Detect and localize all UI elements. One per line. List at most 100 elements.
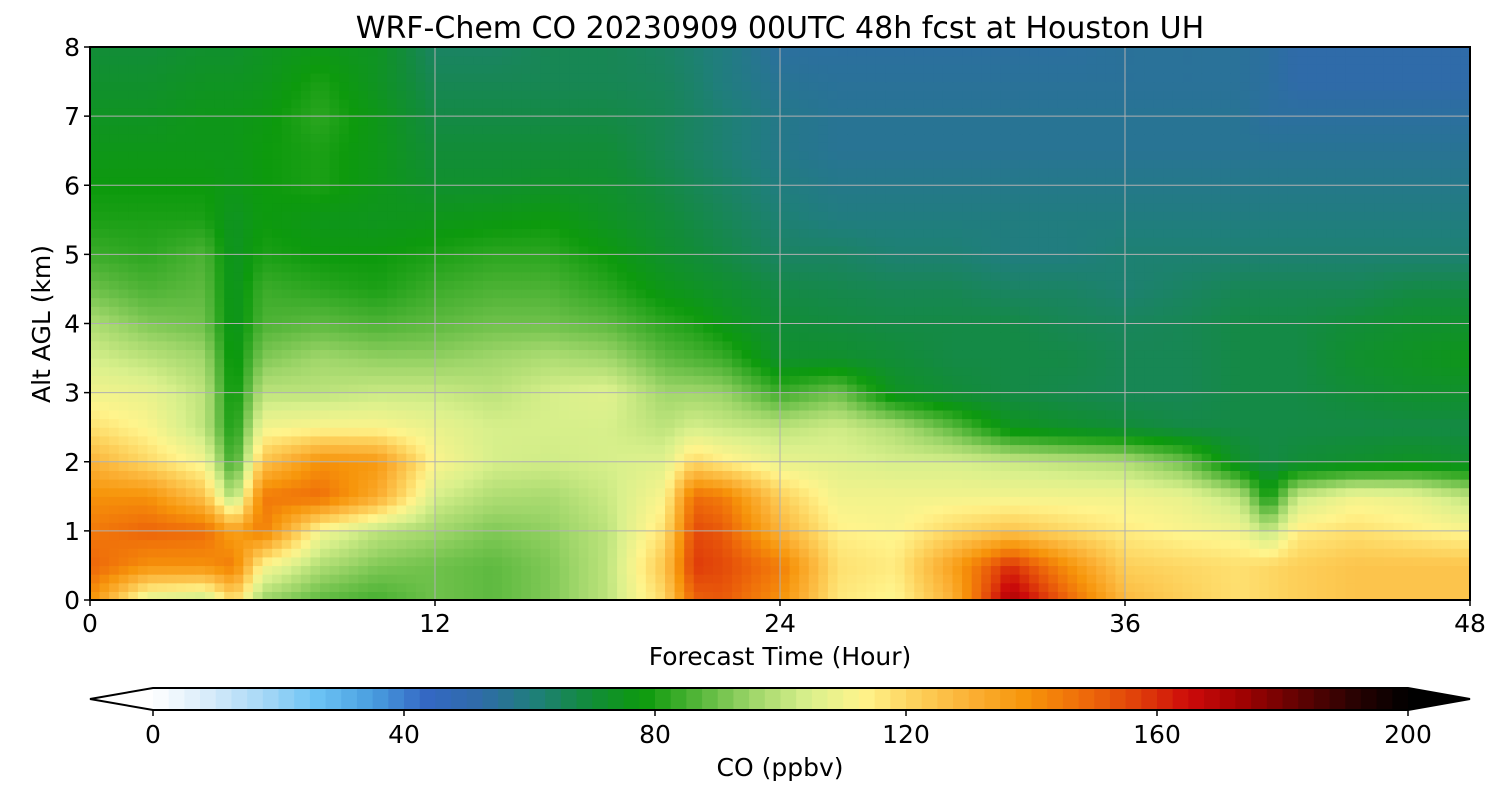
heat-cell (291, 375, 302, 385)
heat-cell (1422, 461, 1433, 471)
heat-cell (243, 513, 254, 523)
heat-cell (109, 548, 120, 558)
heat-cell (137, 435, 149, 446)
heat-cell (281, 409, 292, 420)
heat-cell (904, 435, 915, 446)
heat-cell (502, 435, 513, 446)
heat-cell (530, 297, 542, 307)
heat-cell (1163, 591, 1174, 601)
heat-cell (741, 487, 752, 497)
heat-cell (1144, 556, 1155, 567)
heat-cell (942, 366, 954, 376)
heat-cell (1249, 453, 1260, 463)
heat-cell (1326, 565, 1337, 575)
heat-cell (722, 358, 733, 368)
heat-cell (607, 375, 618, 385)
heat-cell (1048, 522, 1059, 532)
heat-cell (367, 591, 379, 601)
heat-cell (971, 582, 982, 592)
heat-cell (463, 470, 474, 480)
heat-cell (1000, 435, 1011, 446)
heat-cell (1249, 504, 1260, 515)
heat-cell (1402, 323, 1414, 333)
heat-cell (252, 375, 264, 385)
heat-cell (166, 453, 177, 463)
heat-cell (751, 401, 762, 411)
heat-cell (435, 565, 446, 575)
heat-cell (1450, 427, 1462, 437)
heat-cell (636, 504, 647, 515)
heat-cell (569, 418, 580, 428)
heat-cell (157, 539, 168, 549)
heat-cell (866, 409, 877, 420)
heat-cell (358, 461, 369, 471)
heat-cell (367, 470, 379, 480)
heat-cell (358, 522, 369, 532)
heat-cell (348, 522, 359, 532)
heat-cell (1038, 332, 1049, 342)
heat-cell (808, 375, 819, 385)
heat-cell (722, 332, 733, 342)
heat-cell (770, 383, 781, 394)
heat-cell (732, 340, 743, 351)
heat-cell (1374, 504, 1385, 515)
heat-cell (875, 479, 887, 489)
heat-cell (760, 332, 772, 342)
heat-cell (607, 530, 618, 541)
heat-cell (856, 548, 867, 558)
heat-cell (665, 314, 676, 325)
heat-cell (1048, 539, 1059, 549)
heat-cell (1201, 582, 1212, 592)
heat-cell (1211, 565, 1222, 575)
heat-cell (1230, 444, 1241, 454)
heat-cell (626, 513, 637, 523)
heat-cell (367, 392, 379, 402)
heat-cell (1268, 453, 1279, 463)
heat-cell (780, 383, 791, 394)
heat-cell (1297, 435, 1308, 446)
heat-cell (99, 427, 110, 437)
heat-cell (1048, 504, 1059, 515)
heat-cell (770, 548, 781, 558)
heat-cell (885, 323, 896, 333)
heat-cell (760, 418, 772, 428)
heat-cell (521, 565, 532, 575)
heat-cell (1422, 358, 1433, 368)
heat-cell (1105, 479, 1117, 489)
heat-cell (1086, 479, 1097, 489)
heat-cell (147, 314, 158, 325)
heat-cell (1086, 375, 1097, 385)
heat-cell (799, 392, 810, 402)
heat-cell (530, 548, 542, 558)
heat-cell (1268, 435, 1279, 446)
heat-cell (895, 556, 906, 567)
heat-cell (214, 582, 225, 592)
heat-cell (1450, 591, 1462, 601)
heat-cell (942, 565, 954, 575)
heat-cell (1287, 366, 1299, 376)
heat-cell (1029, 513, 1040, 523)
heat-cell (1326, 375, 1337, 385)
heat-cell (914, 539, 925, 549)
heat-cell (645, 582, 657, 592)
heat-cell (358, 314, 369, 325)
heat-cell (463, 522, 474, 532)
heat-cell (137, 539, 149, 549)
heat-cell (1000, 453, 1011, 463)
heat-cell (1441, 522, 1452, 532)
heat-cell (684, 453, 695, 463)
heat-cell (1144, 582, 1155, 592)
heat-cell (981, 470, 992, 480)
heat-cell (1230, 375, 1241, 385)
heat-cell (415, 383, 427, 394)
heat-cell (1000, 314, 1011, 325)
heat-cell (559, 487, 570, 497)
heat-cell (1019, 375, 1030, 385)
heat-cell (818, 401, 829, 411)
heat-cell (760, 591, 772, 601)
heat-cell (1335, 401, 1347, 411)
heat-cell (425, 591, 436, 601)
heat-cell (1048, 444, 1059, 454)
heat-cell (617, 453, 628, 463)
heat-cell (396, 306, 407, 316)
